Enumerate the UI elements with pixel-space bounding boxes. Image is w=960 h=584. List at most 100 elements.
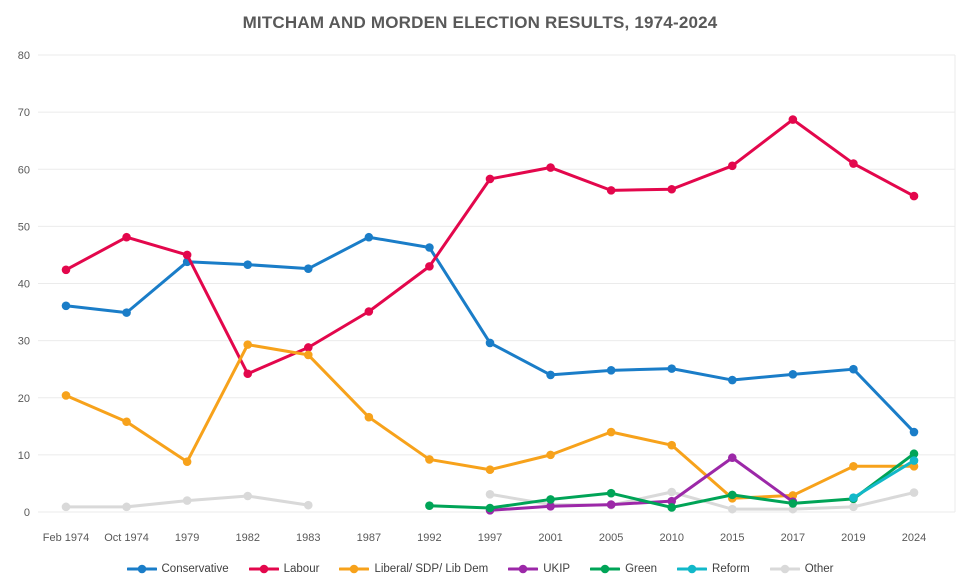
legend-item-ukip[interactable]: UKIP xyxy=(508,563,570,575)
legend-dot xyxy=(350,564,359,574)
legend-marker-ukip xyxy=(508,564,539,574)
data-point-ukip-2001 xyxy=(546,501,555,511)
data-point-conservative-2024 xyxy=(909,427,919,437)
legend-label: Conservative xyxy=(161,563,229,575)
data-point-conservative-oct-1974 xyxy=(122,308,131,317)
data-point-labour-1983 xyxy=(303,343,313,352)
legend-item-green[interactable]: Green xyxy=(590,563,657,575)
data-point-green-2005 xyxy=(606,488,616,498)
y-axis-tick-label: 50 xyxy=(18,221,30,233)
series-line-labour xyxy=(64,118,916,376)
data-point-reform-2024 xyxy=(909,456,919,465)
data-point-labour-2005 xyxy=(606,186,616,195)
legend-item-conservative[interactable]: Conservative xyxy=(126,563,229,575)
legend-label: UKIP xyxy=(543,563,571,575)
data-point-labour-2010 xyxy=(667,184,677,194)
data-point-liberal-sdp-lib-dem-2005 xyxy=(606,427,616,437)
data-point-other-1997 xyxy=(485,489,495,499)
x-axis-tick-label: 2019 xyxy=(841,532,865,544)
data-point-green-2001 xyxy=(546,495,555,504)
x-axis-tick-label: 2015 xyxy=(720,532,744,544)
data-point-conservative-1987 xyxy=(364,232,374,242)
data-point-liberal-sdp-lib-dem-1992 xyxy=(425,455,434,464)
data-point-labour-feb-1974 xyxy=(61,265,71,275)
legend-dot xyxy=(600,564,610,574)
data-point-liberal-sdp-lib-dem-1979 xyxy=(182,457,192,467)
legend-item-liberal-sdp-lib-dem[interactable]: Liberal/ SDP/ Lib Dem xyxy=(339,563,488,575)
legend-label: Liberal/ SDP/ Lib Dem xyxy=(374,563,489,575)
legend-label: Other xyxy=(804,563,834,575)
legend-marker-conservative xyxy=(126,564,157,574)
y-axis-tick-label: 10 xyxy=(18,450,30,462)
data-point-conservative-2015 xyxy=(727,375,737,385)
chart-legend: Conservative Labour Liberal/ SDP/ Lib Dem U… xyxy=(0,563,960,575)
data-point-other-2010 xyxy=(667,487,677,497)
data-point-liberal-sdp-lib-dem-oct-1974 xyxy=(122,417,131,427)
data-point-conservative-2017 xyxy=(788,370,798,379)
x-axis-tick-label: 1982 xyxy=(235,532,259,544)
data-point-other-oct-1974 xyxy=(122,502,131,512)
x-axis-tick-label: 1992 xyxy=(417,532,441,544)
series-liberal-sdp-lib-dem xyxy=(61,340,919,503)
data-point-liberal-sdp-lib-dem-1983 xyxy=(303,350,313,360)
data-point-other-2024 xyxy=(909,488,919,497)
legend-dot xyxy=(259,564,268,574)
data-point-ukip-2015 xyxy=(727,453,737,463)
y-axis-tick-label: 70 xyxy=(18,107,30,119)
x-axis-tick-label: 2010 xyxy=(659,532,683,544)
data-point-conservative-2001 xyxy=(546,370,555,380)
data-point-other-1983 xyxy=(303,500,313,510)
data-point-labour-1979 xyxy=(182,250,192,260)
data-point-conservative-2010 xyxy=(667,364,677,373)
series-conservative xyxy=(61,232,919,437)
data-point-conservative-2005 xyxy=(606,366,616,375)
legend-marker-liberal-sdp-lib-dem xyxy=(339,564,370,574)
data-point-labour-2015 xyxy=(727,161,737,171)
legend-item-labour[interactable]: Labour xyxy=(248,563,320,575)
data-point-labour-1987 xyxy=(364,307,374,316)
data-point-labour-1992 xyxy=(425,262,434,271)
series-line-ukip xyxy=(488,456,795,512)
data-point-labour-1982 xyxy=(243,369,253,379)
data-point-liberal-sdp-lib-dem-2010 xyxy=(667,440,677,450)
data-point-labour-oct-1974 xyxy=(122,232,131,242)
data-point-other-1979 xyxy=(182,496,192,505)
x-axis-tick-label: 1997 xyxy=(478,532,502,544)
data-point-labour-2024 xyxy=(909,191,919,201)
legend-marker-green xyxy=(590,564,621,574)
x-axis-tick-label: Oct 1974 xyxy=(104,532,149,544)
data-point-conservative-1992 xyxy=(425,243,434,252)
data-point-conservative-1983 xyxy=(303,264,313,273)
data-point-liberal-sdp-lib-dem-1987 xyxy=(364,412,374,422)
data-point-labour-2019 xyxy=(849,159,858,168)
chart-title: MITCHAM AND MORDEN ELECTION RESULTS, 197… xyxy=(242,13,718,32)
series-labour xyxy=(61,115,919,379)
legend-label: Reform xyxy=(712,563,750,575)
x-axis-tick-label: 2024 xyxy=(902,532,926,544)
y-axis-tick-label: 60 xyxy=(18,164,30,176)
data-point-liberal-sdp-lib-dem-2017 xyxy=(788,491,798,500)
legend-item-reform[interactable]: Reform xyxy=(677,563,750,575)
legend-marker-other xyxy=(769,564,800,574)
legend-label: Labour xyxy=(283,563,320,575)
data-point-labour-2001 xyxy=(546,163,555,172)
x-axis-tick-label: 1979 xyxy=(175,532,199,544)
data-point-labour-2017 xyxy=(788,115,798,124)
data-point-green-1997 xyxy=(485,503,495,513)
data-point-green-2017 xyxy=(788,499,798,508)
legend-marker-labour xyxy=(248,564,279,574)
data-point-conservative-feb-1974 xyxy=(61,301,71,311)
legend-dot xyxy=(780,564,790,574)
y-axis-tick-label: 30 xyxy=(18,336,30,348)
data-point-conservative-1982 xyxy=(243,260,253,269)
data-point-liberal-sdp-lib-dem-1997 xyxy=(485,465,495,475)
data-point-conservative-1997 xyxy=(485,338,495,348)
data-point-liberal-sdp-lib-dem-2001 xyxy=(546,450,555,460)
data-point-liberal-sdp-lib-dem-feb-1974 xyxy=(61,391,71,400)
x-axis-tick-label: 1983 xyxy=(296,532,320,544)
y-axis-tick-label: 80 xyxy=(18,50,30,62)
legend-item-other[interactable]: Other xyxy=(769,563,834,575)
x-axis-tick-label: Feb 1974 xyxy=(43,532,89,544)
data-point-other-2019 xyxy=(849,502,858,512)
